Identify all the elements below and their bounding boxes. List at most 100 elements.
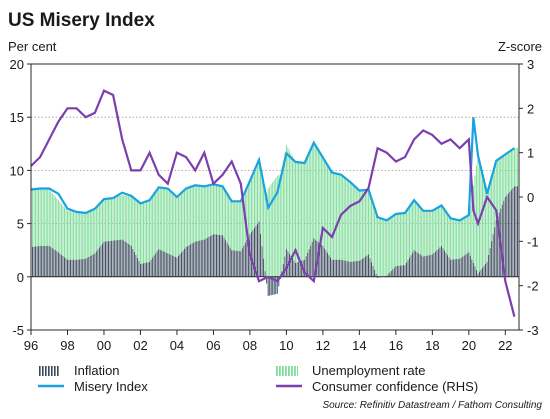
inflation-bar (494, 227, 495, 276)
inflation-bar (88, 257, 89, 277)
inflation-bar (505, 197, 506, 277)
unemployment-bar (426, 211, 427, 256)
inflation-bar (493, 234, 494, 277)
inflation-bar (152, 258, 153, 277)
unemployment-bar (59, 202, 60, 254)
inflation-bar (149, 262, 150, 277)
inflation-bar (433, 253, 434, 277)
inflation-bar (50, 247, 51, 277)
inflation-bar (464, 256, 465, 277)
inflation-bar (75, 260, 76, 277)
inflation-bar (423, 257, 424, 277)
inflation-bar (93, 254, 94, 277)
inflation-bar (473, 263, 474, 277)
inflation-bar (176, 258, 177, 277)
inflation-bar (151, 260, 152, 277)
unemployment-bar (287, 148, 288, 252)
unemployment-bar (490, 183, 491, 248)
unemployment-bar (423, 211, 424, 257)
unemployment-bar (362, 190, 363, 258)
unemployment-bar (380, 218, 381, 277)
inflation-bar (134, 252, 135, 277)
inflation-bar (104, 242, 105, 277)
inflation-bar (441, 246, 442, 277)
inflation-bar (403, 265, 404, 277)
inflation-bar (222, 235, 223, 276)
inflation-bar (474, 267, 475, 277)
inflation-bar (458, 259, 459, 277)
unemployment-bar (373, 203, 374, 266)
inflation-bar (443, 248, 444, 277)
inflation-bar (84, 259, 85, 277)
unemployment-bar (192, 186, 193, 243)
inflation-bar (69, 260, 70, 277)
unemployment-bar (233, 201, 234, 250)
legend-label-inflation: Inflation (74, 363, 120, 378)
unemployment-bar (430, 211, 431, 255)
unemployment-bar (455, 219, 456, 259)
unemployment-bar (82, 213, 83, 259)
inflation-bar (102, 244, 103, 277)
unemployment-bar (315, 145, 316, 240)
inflation-bar (368, 254, 369, 276)
unemployment-bar (515, 148, 516, 186)
unemployment-bar (211, 185, 212, 236)
inflation-bar (491, 241, 492, 277)
unemployment-bar (408, 209, 409, 260)
inflation-bar (509, 192, 510, 277)
unemployment-bar (304, 163, 305, 260)
unemployment-bar (107, 199, 108, 242)
unemployment-bar (183, 191, 184, 250)
inflation-bar (322, 246, 323, 277)
unemployment-bar (484, 181, 485, 266)
inflation-bar (412, 253, 413, 277)
unemployment-bar (163, 188, 164, 251)
inflation-bar (338, 260, 339, 277)
inflation-bar (373, 266, 374, 277)
inflation-bar (110, 241, 111, 277)
unemployment-bar (517, 148, 518, 186)
unemployment-bar (34, 188, 35, 247)
inflation-bar (257, 224, 258, 277)
unemployment-bar (228, 196, 229, 245)
unemployment-bar (64, 207, 65, 257)
inflation-bar (55, 250, 56, 277)
inflation-bar (398, 266, 399, 277)
inflation-bar (67, 260, 68, 277)
inflation-bar (392, 269, 393, 276)
inflation-bar (195, 242, 196, 277)
unemployment-bar (58, 200, 59, 252)
unemployment-bar (368, 190, 369, 255)
inflation-bar (294, 261, 295, 277)
unemployment-bar (386, 220, 387, 275)
inflation-bar (126, 243, 127, 277)
unemployment-bar (239, 201, 240, 251)
inflation-bar (327, 253, 328, 277)
legend-label-misery: Misery Index (74, 379, 148, 394)
unemployment-bar (424, 211, 425, 256)
left-tick-label: 0 (17, 270, 24, 285)
inflation-bar (321, 245, 322, 277)
inflation-bar (186, 247, 187, 277)
inflation-bar (339, 260, 340, 277)
unemployment-bar (342, 176, 343, 260)
unemployment-bar (330, 170, 331, 257)
inflation-bar (470, 256, 471, 277)
inflation-bar (394, 268, 395, 277)
unemployment-bar (146, 201, 147, 262)
unemployment-bar (157, 190, 158, 252)
legend-item-inflation: Inflation (38, 363, 120, 378)
unemployment-bar (205, 186, 206, 239)
inflation-bar (164, 252, 165, 277)
unemployment-bar (117, 196, 118, 240)
unemployment-bar (204, 186, 205, 239)
inflation-bar (173, 256, 174, 277)
inflation-bar (347, 261, 348, 277)
legend-item-misery: Misery Index (38, 379, 148, 394)
inflation-bar (218, 235, 219, 277)
inflation-bar (167, 253, 168, 276)
right-tick-label: -1 (527, 234, 539, 249)
inflation-bar (309, 249, 310, 277)
unemployment-bar (111, 198, 112, 241)
inflation-bar (53, 249, 54, 277)
